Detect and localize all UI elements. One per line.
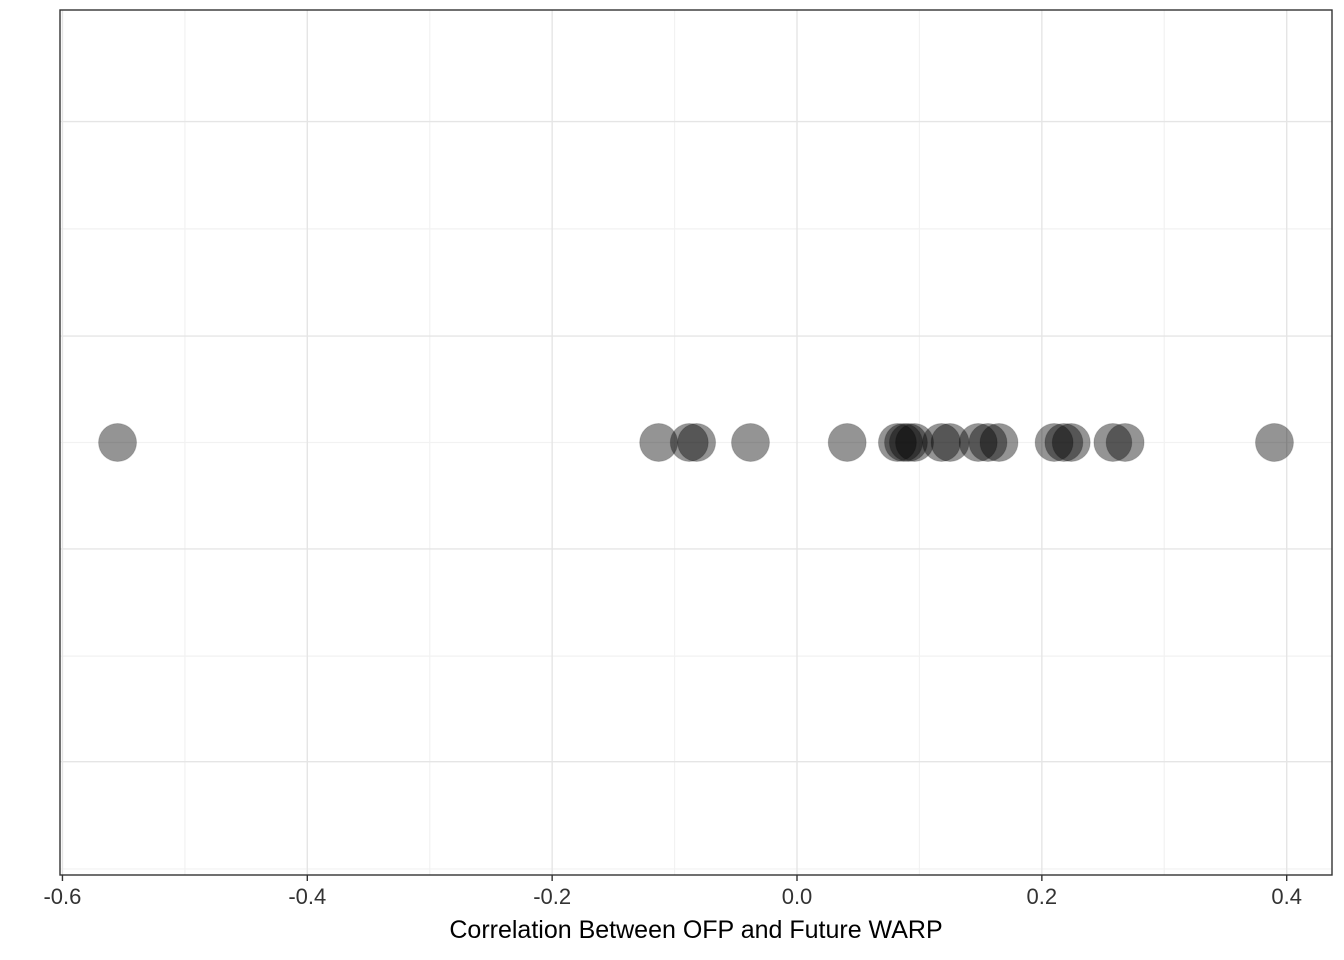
chart-point: [677, 423, 717, 462]
chart-point: [1044, 423, 1084, 462]
chart-point: [877, 423, 917, 462]
chart-point: [639, 423, 679, 462]
x-tick-label: 0.2: [1027, 884, 1058, 909]
chart-point: [1034, 423, 1074, 462]
panel-border: [59, 9, 1333, 876]
chart-point: [1254, 423, 1294, 462]
data-points: [98, 423, 1294, 462]
minor-gridlines: [60, 10, 1332, 875]
chart-point: [968, 423, 1008, 462]
x-axis-tick-labels: -0.6 -0.4 -0.2 0.0 0.2 0.4: [43, 884, 1302, 909]
chart-point: [730, 423, 770, 462]
chart-point: [888, 423, 928, 462]
chart-point: [958, 423, 998, 462]
major-gridlines: [60, 10, 1332, 875]
chart-point: [98, 423, 138, 462]
x-tick-label: -0.4: [288, 884, 326, 909]
chart-point: [669, 423, 709, 462]
x-tick-label: -0.2: [533, 884, 571, 909]
x-tick-label: -0.6: [43, 884, 81, 909]
chart-point: [1051, 423, 1091, 462]
chart-point: [921, 423, 961, 462]
chart-point: [827, 423, 867, 462]
chart-point: [1105, 423, 1145, 462]
chart-point: [895, 423, 935, 462]
x-axis-title: Correlation Between OFP and Future WARP: [449, 916, 942, 944]
x-axis-tick-marks: [61, 875, 1288, 881]
chart-point: [884, 423, 924, 462]
chart-point: [979, 423, 1019, 462]
chart-point: [930, 423, 970, 462]
x-tick-label: 0.4: [1271, 884, 1302, 909]
x-tick-label: 0.0: [782, 884, 813, 909]
chart-point: [1093, 423, 1133, 462]
